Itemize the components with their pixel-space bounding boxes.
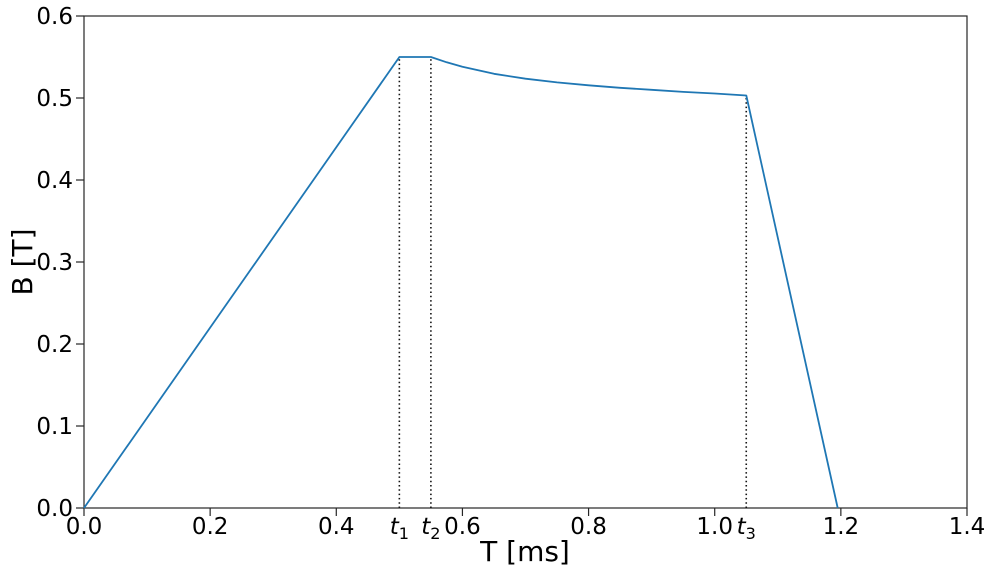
- y-tick-label: 0.0: [36, 496, 73, 522]
- y-tick-label: 0.3: [36, 250, 73, 276]
- t3-label: t3: [737, 514, 756, 543]
- x-tick-label: 0.2: [192, 514, 229, 540]
- t1-label-base: t: [390, 514, 400, 540]
- y-tick-label: 0.4: [36, 168, 73, 194]
- t1-label-subscript: 1: [399, 524, 409, 543]
- x-tick-label: 1.2: [823, 514, 860, 540]
- t2-label: t2: [421, 514, 440, 543]
- y-tick-label: 0.1: [36, 414, 73, 440]
- data-line: [83, 56, 839, 509]
- t2-label-base: t: [421, 514, 431, 540]
- x-tick-label: 1.0: [696, 514, 733, 540]
- t3-label-subscript: 3: [746, 524, 756, 543]
- t2-label-subscript: 2: [430, 524, 440, 543]
- x-tick-label: 0.4: [318, 514, 355, 540]
- x-tick-label: 0.8: [570, 514, 607, 540]
- y-axis-label: B [T]: [6, 228, 39, 295]
- plot-border: [83, 15, 968, 509]
- y-tick-label: 0.2: [36, 332, 73, 358]
- t3-label-base: t: [737, 514, 747, 540]
- t1-label: t1: [390, 514, 409, 543]
- y-tick-label: 0.6: [36, 4, 73, 30]
- x-axis-label: T [ms]: [479, 535, 570, 568]
- x-tick-label: 0.6: [444, 514, 481, 540]
- x-tick-label: 0.0: [66, 514, 103, 540]
- x-tick-label: 1.4: [949, 514, 986, 540]
- y-tick-label: 0.5: [36, 86, 73, 112]
- plot-layer: 0.0 0.2 0.4 0.6 0.8 1.0 1.2 1.4 0.0 0.1 0.2 0.3 0.4 0…: [36, 4, 985, 543]
